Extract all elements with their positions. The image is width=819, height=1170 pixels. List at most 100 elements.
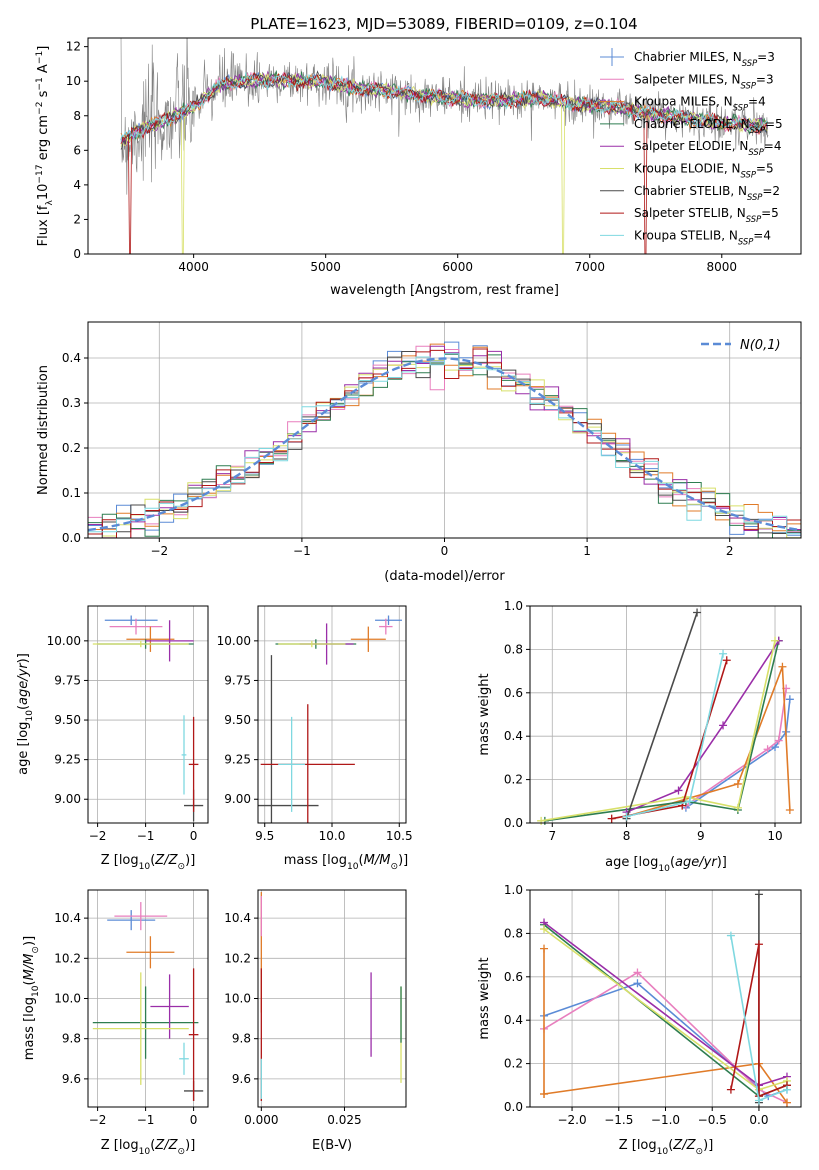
y-axis-label: mass [log10(M/M⊙)] <box>22 936 41 1060</box>
y-axis-label-group: mass weight <box>477 673 492 755</box>
x-tick-label: 4000 <box>178 260 209 274</box>
weight-marker-kroupa-miles <box>785 805 794 814</box>
weight-marker-kroupa-miles <box>733 779 742 788</box>
y-tick-label: 10.2 <box>224 951 251 965</box>
weight-marker-chabrier-miles <box>633 979 642 988</box>
x-tick-label: −2.0 <box>557 1113 586 1127</box>
legend-label: N(0,1) <box>740 338 781 353</box>
y-axis-label-group: age [log10(age/yr)] <box>16 653 35 775</box>
residuals-panel: −2 −1 0 1 2 0.0 0.1 0.2 0.3 0.4 N(0,1) (data-model)… <box>36 321 802 584</box>
weight-marker-salpeter-stelib <box>726 1085 735 1094</box>
y-tick-label: 10.4 <box>224 911 251 925</box>
mass-vs-metallicity-panel: −2 −1 0 9.6 9.8 10.0 10.2 10.4 Z [log10(Z/Z⊙)] ma… <box>22 889 209 1157</box>
x-tick-label: 6000 <box>442 260 473 274</box>
weight-marker-kroupa-elodie <box>733 803 742 812</box>
y-tick-label: 10.0 <box>54 992 81 1006</box>
y-tick-label: 9.25 <box>224 753 251 767</box>
weight-marker-kroupa-stelib <box>685 797 694 806</box>
mass-weight-vs-metallicity-panel: −2.0 −1.5 −1.0 −0.5 0.0 0.0 0.2 0.4 0.6 0.8 1.0 mas… <box>477 883 802 1157</box>
y-tick-label: 0.4 <box>504 1013 523 1027</box>
x-tick-label: 9.5 <box>255 829 274 843</box>
axes-frame <box>87 37 802 255</box>
weight-marker-kroupa-miles <box>540 1089 549 1098</box>
weight-marker-chabrier-stelib <box>693 608 702 617</box>
y-axis-label: age [log10(age/yr)] <box>16 653 35 775</box>
weight-line-kroupa-miles <box>543 948 788 1104</box>
y-tick-label: 9.50 <box>54 713 81 727</box>
y-tick-label: 0.2 <box>504 773 523 787</box>
x-tick-label: 0.000 <box>244 1113 278 1127</box>
weight-marker-kroupa-stelib <box>754 1096 763 1105</box>
y-tick-label: 0.8 <box>504 926 523 940</box>
x-tick-label: −1 <box>137 829 155 843</box>
weight-marker-salpeter-stelib <box>607 814 616 823</box>
y-tick-label: 9.25 <box>54 753 81 767</box>
weight-line-salpeter-miles <box>543 971 788 1104</box>
y-tick-label: 0.0 <box>504 816 523 830</box>
mass-vs-reddening-panel: 0.000 0.025 9.6 9.8 10.0 10.2 10.4 E(B-V) <box>224 889 407 1153</box>
y-tick-label: 4 <box>73 178 81 192</box>
y-tick-label: 0.8 <box>504 642 523 656</box>
legend-label: Salpeter ELODIE, NSSP=4 <box>634 139 782 157</box>
x-tick-label: 2 <box>726 544 734 558</box>
x-tick-label: −2 <box>150 544 168 558</box>
y-tick-label: 1.0 <box>504 883 523 897</box>
x-axis-label: E(B-V) <box>312 1138 352 1153</box>
x-axis-label: mass [log10(M/M⊙)] <box>284 853 408 872</box>
legend-label: Kroupa ELODIE, NSSP=5 <box>634 162 774 180</box>
weight-marker-kroupa-stelib <box>622 812 631 821</box>
weight-line-salpeter-miles <box>685 688 787 807</box>
y-tick-label: 0.3 <box>62 396 81 410</box>
weight-marker-chabrier-miles <box>785 695 794 704</box>
x-tick-label: −1.0 <box>651 1113 680 1127</box>
y-tick-label: 9.75 <box>224 673 251 687</box>
x-tick-label: 0 <box>190 1113 198 1127</box>
x-tick-label: −1 <box>137 1113 155 1127</box>
x-axis-label: Z [log10(Z/Z⊙)] <box>101 1138 196 1157</box>
x-tick-label: 10.5 <box>386 829 413 843</box>
y-axis-label-group: mass weight <box>477 957 492 1039</box>
legend-label: Chabrier STELIB, NSSP=2 <box>634 184 780 202</box>
weight-line-kroupa-elodie <box>540 640 776 822</box>
x-axis-label: age [log10(age/yr)] <box>605 855 727 874</box>
x-tick-label: −2 <box>89 1113 107 1127</box>
weight-line-kroupa-miles <box>626 666 791 818</box>
x-tick-label: 0 <box>441 544 449 558</box>
axes-frame <box>87 605 209 824</box>
y-tick-label: 9.6 <box>232 1072 251 1086</box>
figure-title: PLATE=1623, MJD=53089, FIBERID=0109, z=0… <box>250 15 637 33</box>
x-tick-label: −2 <box>89 829 107 843</box>
y-tick-label: 0.4 <box>62 351 81 365</box>
x-tick-label: −1 <box>293 544 311 558</box>
x-tick-label: 0.025 <box>327 1113 361 1127</box>
y-tick-label: 0.2 <box>62 441 81 455</box>
x-tick-label: 8 <box>623 829 631 843</box>
y-axis-label: mass weight <box>477 673 492 755</box>
x-tick-label: 0 <box>190 829 198 843</box>
y-tick-label: 6 <box>73 143 81 157</box>
legend-label: Salpeter MILES, NSSP=3 <box>634 72 774 90</box>
weight-marker-salpeter-miles <box>774 736 783 745</box>
weight-line-chabrier-elodie <box>544 640 780 822</box>
y-tick-label: 12 <box>66 40 81 54</box>
model-line-kroupa-stelib <box>120 72 768 143</box>
weight-marker-salpeter-elodie <box>719 721 728 730</box>
y-tick-label: 9.00 <box>54 792 81 806</box>
weight-marker-salpeter-stelib <box>722 656 731 665</box>
spectrum-panel: 4000 5000 6000 7000 8000 0 2 4 6 8 10 12 wavelength … <box>35 37 802 298</box>
legend-label: Salpeter STELIB, NSSP=5 <box>634 206 779 224</box>
y-tick-label: 0.1 <box>62 486 81 500</box>
model-line-salpeter-stelib <box>120 72 768 254</box>
weight-marker-kroupa-miles <box>782 1098 791 1107</box>
age-vs-metallicity-panel: −2 −1 0 9.00 9.25 9.50 9.75 10.00 Z [log10(Z/Z⊙)… <box>16 605 209 872</box>
y-axis-label: mass weight <box>477 957 492 1039</box>
x-tick-label: 10 <box>767 829 782 843</box>
y-tick-label: 0.6 <box>504 970 523 984</box>
weight-marker-salpeter-stelib <box>754 940 763 949</box>
x-tick-label: 8000 <box>707 260 738 274</box>
weight-marker-kroupa-miles <box>540 944 549 953</box>
weight-marker-kroupa-stelib <box>719 649 728 658</box>
y-tick-label: 9.8 <box>232 1032 251 1046</box>
weight-line-chabrier-stelib <box>625 612 698 819</box>
